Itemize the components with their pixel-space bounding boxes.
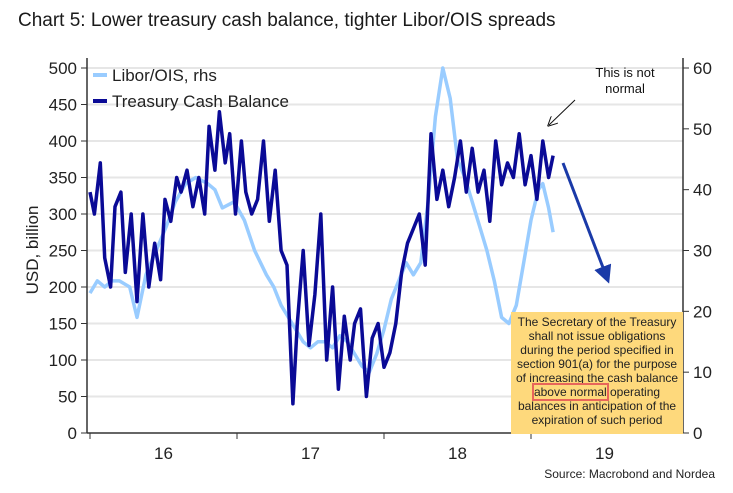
annotation-text: The Secretary of the Treasury shall not … (515, 315, 679, 385)
legend-label: Treasury Cash Balance (112, 92, 289, 111)
y-tick-label: 250 (49, 242, 77, 261)
y2-tick-label: 50 (693, 120, 712, 139)
annotation-text-end: operating balances in anticipation of th… (517, 385, 677, 427)
y-tick-label: 500 (49, 59, 77, 78)
x-tick-label: 19 (595, 444, 614, 463)
y-tick-label: 50 (58, 388, 77, 407)
annotation-highlight: above normal (531, 383, 609, 401)
x-tick-label: 16 (154, 444, 173, 463)
legend-label: Libor/OIS, rhs (112, 66, 217, 85)
chart-title: Chart 5: Lower treasury cash balance, ti… (18, 10, 556, 31)
source-note: Source: Macrobond and Nordea (544, 467, 715, 481)
y-tick-label: 450 (49, 96, 77, 115)
y2-tick-label: 60 (693, 59, 712, 78)
y-tick-label: 350 (49, 169, 77, 188)
annotation-label: This is not normal (595, 65, 655, 96)
y2-tick-label: 40 (693, 181, 712, 200)
y-tick-label: 300 (49, 205, 77, 224)
y-axis-label: USD, billion (23, 206, 42, 295)
y-tick-label: 0 (68, 424, 77, 443)
y-tick-label: 200 (49, 278, 77, 297)
x-tick-label: 18 (448, 444, 467, 463)
y-tick-label: 150 (49, 315, 77, 334)
y2-tick-label: 0 (693, 424, 702, 443)
x-tick-label: 17 (301, 444, 320, 463)
y2-tick-label: 10 (693, 363, 712, 382)
y2-tick-label: 20 (693, 302, 712, 321)
trend-arrow (561, 162, 612, 284)
annotation-box: The Secretary of the Treasury shall not … (511, 312, 683, 434)
annotation-arrow (549, 99, 576, 125)
series-line-1 (88, 110, 555, 406)
y-tick-label: 100 (49, 351, 77, 370)
y-tick-label: 400 (49, 132, 77, 151)
y2-tick-label: 30 (693, 242, 712, 261)
